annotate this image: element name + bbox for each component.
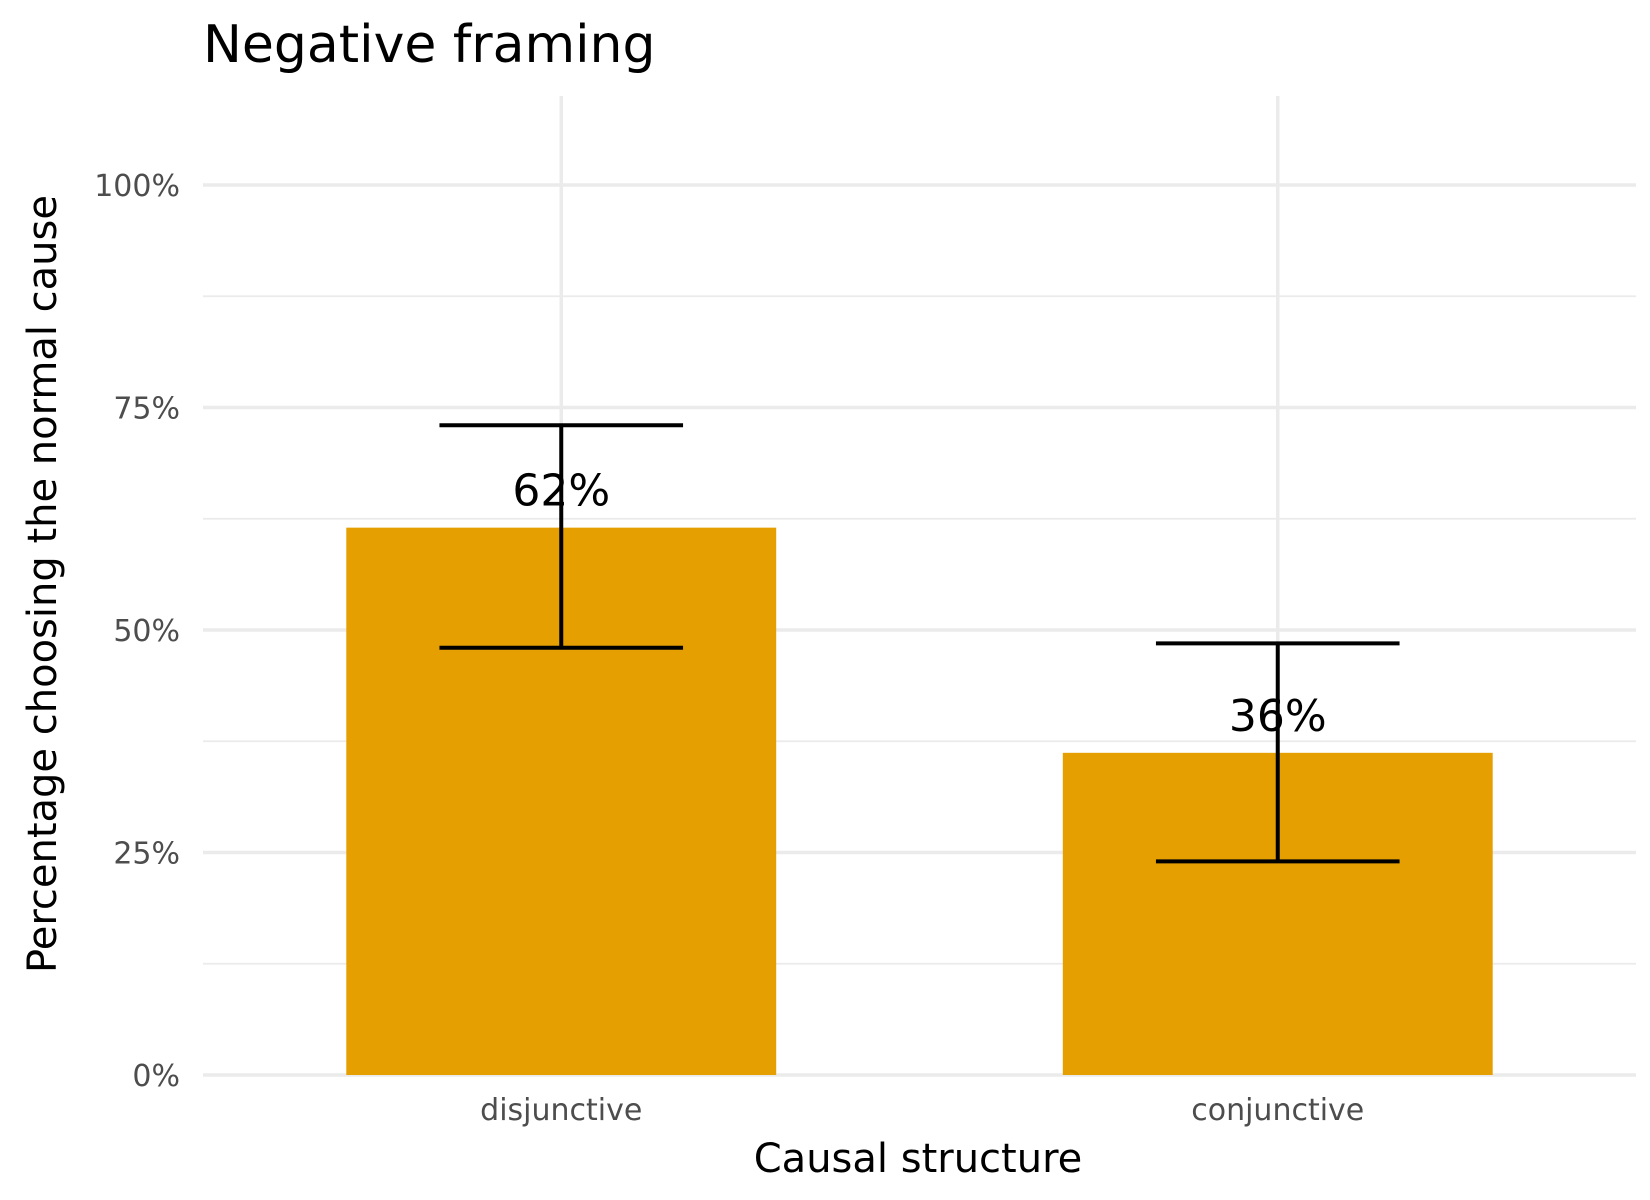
- y-tick-label-2: 50%: [113, 614, 180, 649]
- chart-title: Negative framing: [203, 15, 656, 75]
- data-label-conjunctive: 36%: [1229, 691, 1327, 742]
- y-tick-label-1: 25%: [113, 837, 180, 872]
- bars: [346, 527, 1493, 1075]
- axis-ticks: 0% 25% 50% 75% 100% disjunctive conjunctive: [94, 169, 1364, 1128]
- data-labels: 62% 36%: [512, 466, 1326, 742]
- data-label-disjunctive: 62%: [512, 466, 610, 517]
- y-axis-title: Percentage choosing the normal cause: [20, 195, 66, 973]
- x-tick-label-conjunctive: conjunctive: [1191, 1093, 1364, 1128]
- error-bars: [439, 423, 1400, 864]
- x-axis-title: Causal structure: [754, 1136, 1083, 1182]
- x-tick-label-disjunctive: disjunctive: [480, 1093, 642, 1128]
- y-tick-label-4: 100%: [94, 169, 180, 204]
- y-tick-label-3: 75%: [113, 392, 180, 427]
- y-tick-label-0: 0%: [132, 1059, 180, 1094]
